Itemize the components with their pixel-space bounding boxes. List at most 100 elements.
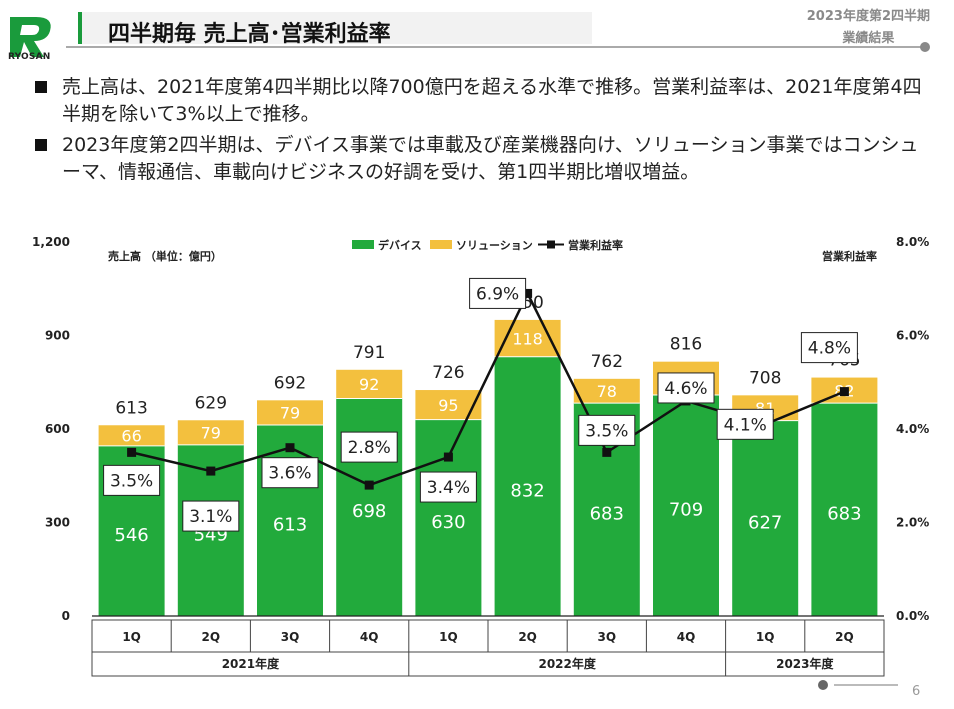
margin-label: 6.9% (476, 284, 519, 304)
page-title: 四半期毎 売上高･営業利益率 (108, 22, 391, 47)
bar-total-label: 762 (591, 352, 623, 372)
margin-label-box (182, 500, 240, 532)
ryosan-logo (10, 17, 51, 57)
y-tick-label: 300 (45, 516, 70, 530)
legend-margin-label: 営業利益率 (568, 238, 623, 252)
margin-label-box (103, 464, 161, 496)
bar-solution-label: 92 (359, 375, 379, 394)
x-tick-label: 1Q (439, 630, 458, 644)
legend-margin-marker (547, 240, 555, 249)
x-tick-label: 1Q (122, 630, 141, 644)
bar-device-label: 546 (114, 525, 148, 546)
bar-device-label: 698 (352, 501, 386, 522)
bar-solution (98, 425, 165, 446)
bar-device-label: 683 (590, 504, 624, 525)
title-divider-dot (920, 42, 930, 52)
margin-label: 3.6% (268, 464, 311, 484)
margin-marker (602, 447, 612, 457)
summary-bullets: 売上高は、2021年度第4四半期比以降700億円を超える水準で推移。営業利益率は… (32, 74, 932, 190)
x-tick-label: 2Q (835, 630, 854, 644)
report-label-line1: 2023年度第2四半期 (806, 9, 930, 24)
x-tick-label: 3Q (281, 630, 300, 644)
bar-device (732, 420, 799, 616)
x-tick-label: 2Q (518, 630, 537, 644)
bar-solution (573, 378, 640, 404)
margin-marker (127, 447, 137, 457)
bar-solution (177, 420, 244, 445)
y2-tick-label: 0.0% (896, 609, 929, 623)
margin-marker (206, 466, 216, 476)
margin-marker (523, 288, 533, 298)
bar-solution-label: 78 (597, 382, 617, 401)
logo-text: RYOSAN (8, 52, 51, 62)
title-divider (66, 46, 924, 48)
bar-device-label: 683 (827, 504, 861, 525)
group-label: 2022年度 (538, 656, 596, 671)
y2-tick-label: 4.0% (896, 422, 929, 436)
margin-label: 3.4% (427, 478, 470, 498)
margin-label: 4.6% (664, 379, 707, 399)
bar-device-label: 709 (669, 500, 703, 521)
margin-label: 3.5% (585, 421, 628, 441)
bar-solution-label: 79 (280, 404, 300, 423)
bar-device-label: 832 (510, 480, 544, 501)
y-tick-label: 900 (45, 329, 70, 343)
bar-device (494, 356, 561, 616)
bar-device-label: 613 (273, 514, 307, 535)
bar-solution-label: 66 (121, 427, 141, 446)
margin-label-box (469, 277, 527, 309)
footer-line (834, 684, 898, 686)
margin-label-box (578, 414, 636, 446)
title-bar (78, 12, 592, 44)
bar-total-label: 816 (670, 335, 702, 355)
margin-label-box (800, 332, 858, 364)
report-label-line2: 業績結果 (842, 31, 895, 46)
x-tick-label: 2Q (202, 630, 221, 644)
y2-tick-label: 6.0% (896, 329, 929, 343)
margin-marker (364, 480, 374, 490)
bar-device (653, 395, 719, 616)
bar-solution-label: 118 (512, 329, 543, 348)
margin-marker (285, 443, 295, 453)
legend-solution-swatch (430, 240, 452, 249)
bar-device (811, 403, 878, 616)
bar-total-label: 726 (432, 363, 464, 383)
y-axis-title: 売上高 （単位：億円） (108, 249, 222, 263)
y-tick-label: 1,200 (32, 235, 70, 249)
margin-label: 3.5% (110, 471, 153, 491)
bar-device-label: 627 (748, 512, 782, 533)
bar-device (415, 419, 482, 616)
bar-solution-label: 95 (438, 396, 458, 415)
footer-dot (818, 680, 828, 690)
bar-solution-label: 79 (201, 424, 221, 443)
legend-solution-label: ソリューション (456, 239, 533, 252)
y2-axis-title: 営業利益率 (822, 249, 877, 263)
x-tick-label: 1Q (756, 630, 775, 644)
legend-device-label: デバイス (378, 238, 422, 252)
report-label: 2023年度第2四半期 業績結果 (807, 6, 930, 50)
margin-label: 4.8% (808, 339, 851, 359)
group-label: 2023年度 (776, 656, 834, 671)
y2-tick-label: 2.0% (896, 516, 929, 530)
bar-total-label: 791 (353, 343, 385, 363)
page-number: 6 (912, 684, 921, 699)
bar-solution (336, 369, 403, 399)
margin-label: 4.1% (724, 415, 767, 435)
y2-tick-label: 8.0% (896, 235, 929, 249)
margin-label-box (340, 431, 398, 463)
y-tick-label: 600 (45, 422, 70, 436)
bar-total-label: 692 (274, 373, 306, 393)
bar-total-label: 613 (115, 398, 147, 418)
margin-label-box (657, 372, 715, 404)
bar-solution (257, 400, 323, 425)
group-label: 2021年度 (222, 656, 280, 671)
x-tick-label: 4Q (677, 630, 696, 644)
bar-total-label: 629 (195, 393, 227, 413)
bar-device-label: 630 (431, 512, 465, 533)
bar-total-label: 708 (749, 368, 781, 388)
bar-solution (415, 390, 482, 420)
x-tick-label: 4Q (360, 630, 379, 644)
margin-label: 3.1% (189, 507, 232, 527)
margin-marker (839, 387, 849, 397)
